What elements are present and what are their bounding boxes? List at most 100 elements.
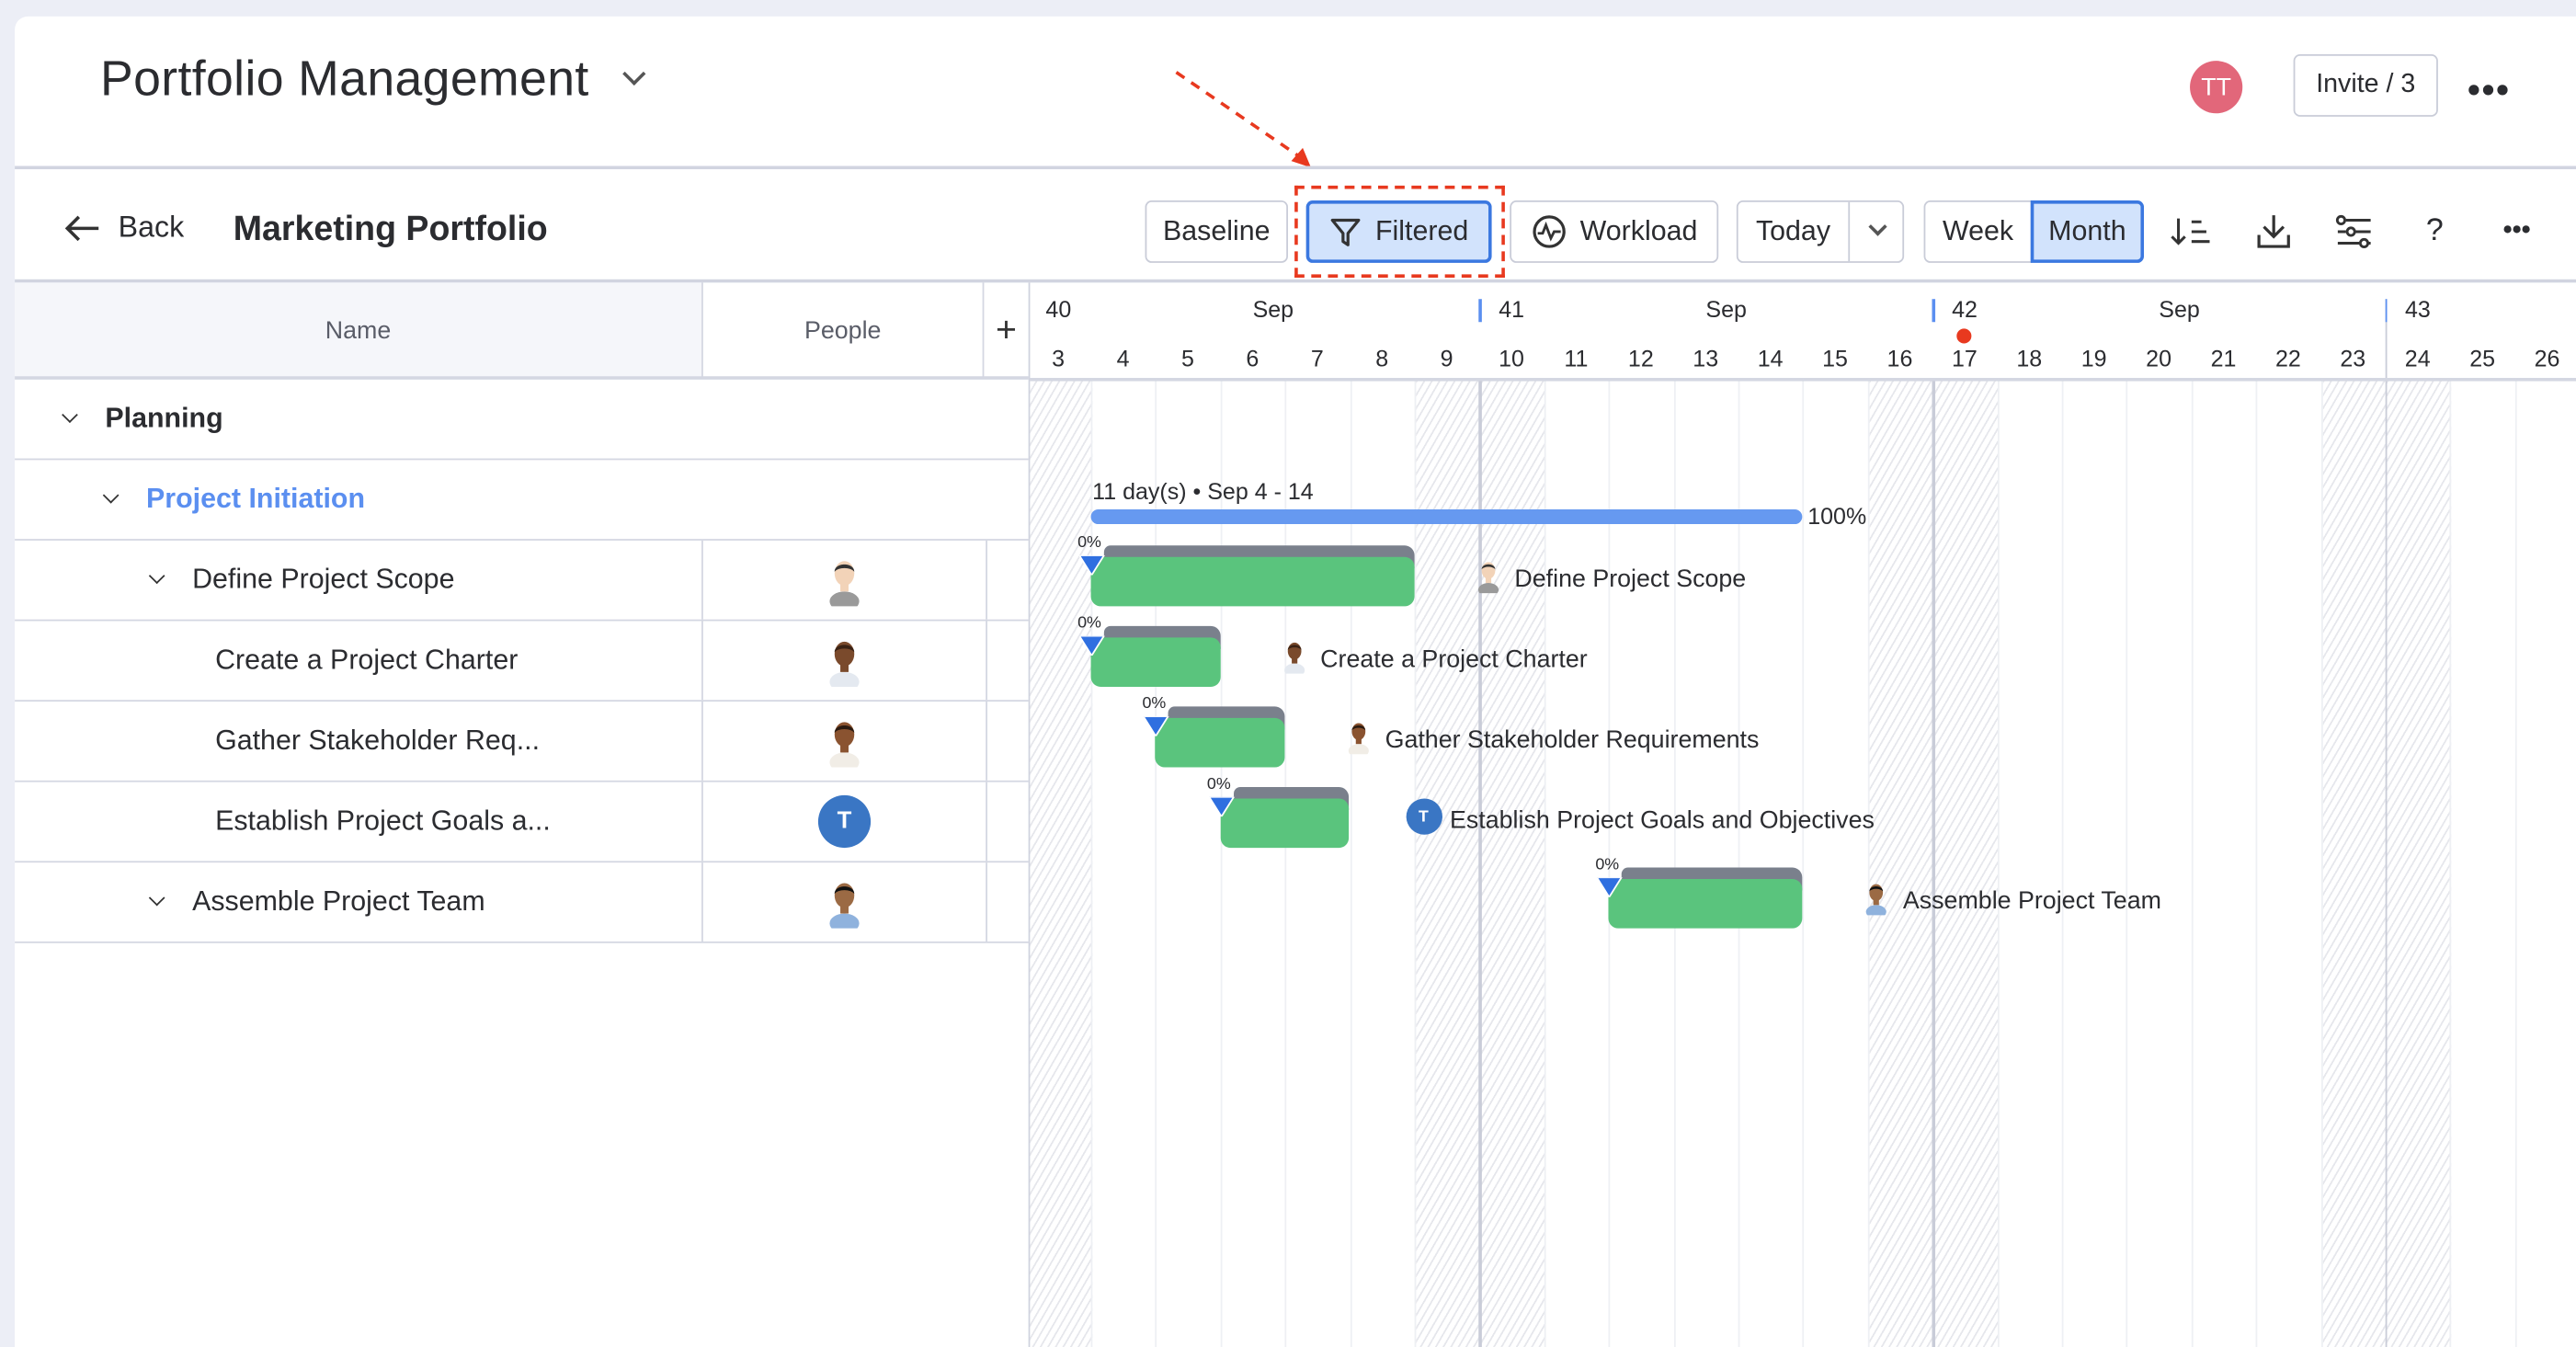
row-name[interactable]: Gather Stakeholder Req... bbox=[215, 702, 540, 781]
progress-marker-icon[interactable] bbox=[1597, 877, 1624, 897]
settings-sliders-icon[interactable] bbox=[2333, 211, 2376, 253]
task-row[interactable]: Create a Project Charter bbox=[15, 621, 1029, 702]
task-bar-group: 0% T Establish Project Goals and Objective… bbox=[1030, 775, 2576, 863]
chevron-down-icon[interactable] bbox=[148, 888, 165, 906]
sort-icon[interactable] bbox=[2169, 211, 2211, 253]
month-label: Month bbox=[2048, 215, 2126, 247]
annotation-highlight-box bbox=[1294, 185, 1505, 279]
task-row[interactable]: Establish Project Goals a... T bbox=[15, 782, 1029, 863]
invite-button[interactable]: Invite / 3 bbox=[2293, 53, 2438, 117]
week-number: 43 bbox=[2404, 295, 2431, 323]
week-number: 40 bbox=[1045, 295, 1072, 323]
task-assignee-avatar bbox=[1276, 637, 1312, 681]
weekend-column bbox=[1414, 379, 1481, 1347]
week-gridline bbox=[1932, 379, 1935, 1347]
row-name-text: Establish Project Goals a... bbox=[215, 805, 551, 837]
filtered-label: Filtered bbox=[1374, 215, 1469, 247]
divider bbox=[1030, 378, 2576, 381]
row-name[interactable]: Planning bbox=[62, 380, 223, 459]
group-row[interactable]: Project Initiation bbox=[15, 460, 1029, 541]
task-bar[interactable] bbox=[1090, 556, 1415, 607]
help-icon[interactable]: ? bbox=[2425, 213, 2444, 248]
progress-marker-icon[interactable] bbox=[1078, 555, 1106, 576]
month-button[interactable]: Month bbox=[2030, 200, 2145, 263]
day-column bbox=[2061, 379, 2127, 1347]
day-column bbox=[2449, 379, 2516, 1347]
gantt-chart[interactable]: 3 4 5 6 7 8 9 10 11 12 13 14 15 16 17 18 19 20 21 22 23 24 25 2… bbox=[1028, 282, 2576, 1347]
row-name-text: Create a Project Charter bbox=[215, 644, 519, 676]
day-column bbox=[1155, 379, 1222, 1347]
chevron-down-icon[interactable] bbox=[148, 566, 165, 584]
chevron-down-icon[interactable] bbox=[622, 62, 646, 86]
group-row[interactable]: Planning bbox=[15, 380, 1029, 461]
task-row[interactable]: Define Project Scope bbox=[15, 540, 1029, 622]
day-column bbox=[1090, 379, 1157, 1347]
people-cell[interactable] bbox=[701, 621, 987, 701]
chevron-down-icon[interactable] bbox=[102, 486, 120, 503]
day-column bbox=[1802, 379, 1869, 1347]
day-label: 4 bbox=[1116, 345, 1130, 371]
back-button[interactable]: Back bbox=[63, 211, 184, 245]
baseline-label: Baseline bbox=[1162, 215, 1271, 247]
task-bar[interactable] bbox=[1155, 717, 1285, 768]
more-icon[interactable]: ••• bbox=[2468, 69, 2511, 110]
workspace-title[interactable]: Portfolio Management bbox=[100, 52, 646, 108]
today-dropdown[interactable] bbox=[1848, 201, 1906, 262]
row-name[interactable]: Assemble Project Team bbox=[148, 862, 485, 942]
day-column bbox=[2191, 379, 2257, 1347]
day-label: 14 bbox=[1757, 345, 1784, 371]
avatar-initial: T bbox=[1405, 798, 1442, 835]
day-label: 24 bbox=[2404, 345, 2431, 371]
task-progress: 0% bbox=[1142, 694, 1167, 713]
people-cell[interactable] bbox=[701, 702, 987, 781]
people-cell[interactable]: T bbox=[701, 782, 987, 862]
task-bar-group: 0% Define Project Scope bbox=[1030, 534, 2576, 622]
user-avatar[interactable]: TT bbox=[2190, 61, 2243, 114]
day-label: 17 bbox=[1951, 345, 1978, 371]
day-label: 6 bbox=[1246, 345, 1260, 371]
column-header-people[interactable]: People bbox=[701, 282, 985, 379]
task-progress: 0% bbox=[1077, 533, 1101, 553]
summary-bar[interactable] bbox=[1090, 508, 1803, 525]
download-icon[interactable] bbox=[2252, 211, 2295, 253]
summary-progress: 100% bbox=[1807, 502, 1867, 530]
row-name[interactable]: Project Initiation bbox=[102, 460, 365, 539]
row-name[interactable]: Establish Project Goals a... bbox=[215, 782, 551, 862]
more-options-icon[interactable]: ••• bbox=[2502, 216, 2531, 245]
day-column bbox=[2255, 379, 2322, 1347]
column-header-name[interactable]: Name bbox=[15, 282, 702, 379]
avatar-photo bbox=[1866, 884, 1887, 919]
week-gridline bbox=[1478, 379, 1482, 1347]
day-label: 12 bbox=[1627, 345, 1654, 371]
progress-marker-icon[interactable] bbox=[1144, 716, 1170, 736]
day-label: 21 bbox=[2210, 345, 2237, 371]
day-label: 15 bbox=[1822, 345, 1848, 371]
chevron-down-icon[interactable] bbox=[62, 405, 78, 423]
row-name[interactable]: Create a Project Charter bbox=[215, 621, 518, 700]
add-column-button[interactable]: + bbox=[996, 308, 1018, 350]
task-row[interactable]: Gather Stakeholder Req... bbox=[15, 702, 1029, 782]
back-label: Back bbox=[118, 210, 185, 244]
week-button[interactable]: Week bbox=[1923, 200, 2033, 263]
people-cell[interactable] bbox=[701, 540, 987, 620]
progress-marker-icon[interactable] bbox=[1078, 635, 1106, 656]
people-cell[interactable] bbox=[701, 862, 987, 942]
task-bar[interactable] bbox=[1090, 637, 1221, 687]
day-label: 16 bbox=[1886, 345, 1913, 371]
task-bar[interactable] bbox=[1608, 879, 1803, 929]
baseline-button[interactable]: Baseline bbox=[1145, 200, 1289, 263]
row-name-text: Planning bbox=[105, 402, 223, 434]
task-row[interactable]: Assemble Project Team bbox=[15, 862, 1029, 943]
day-label: 13 bbox=[1693, 345, 1719, 371]
today-button[interactable]: Today bbox=[1755, 215, 1831, 247]
row-name-text: Define Project Scope bbox=[192, 563, 455, 595]
workload-button[interactable]: Workload bbox=[1510, 200, 1719, 263]
task-label: Define Project Scope bbox=[1514, 565, 1747, 594]
week-number: 42 bbox=[1952, 295, 1978, 323]
row-name[interactable]: Define Project Scope bbox=[148, 541, 455, 620]
progress-marker-icon[interactable] bbox=[1208, 796, 1236, 817]
day-label: 26 bbox=[2534, 345, 2560, 371]
task-bar[interactable] bbox=[1220, 798, 1350, 849]
task-assignee-avatar bbox=[1859, 879, 1895, 923]
filtered-button[interactable]: Filtered bbox=[1305, 200, 1492, 263]
